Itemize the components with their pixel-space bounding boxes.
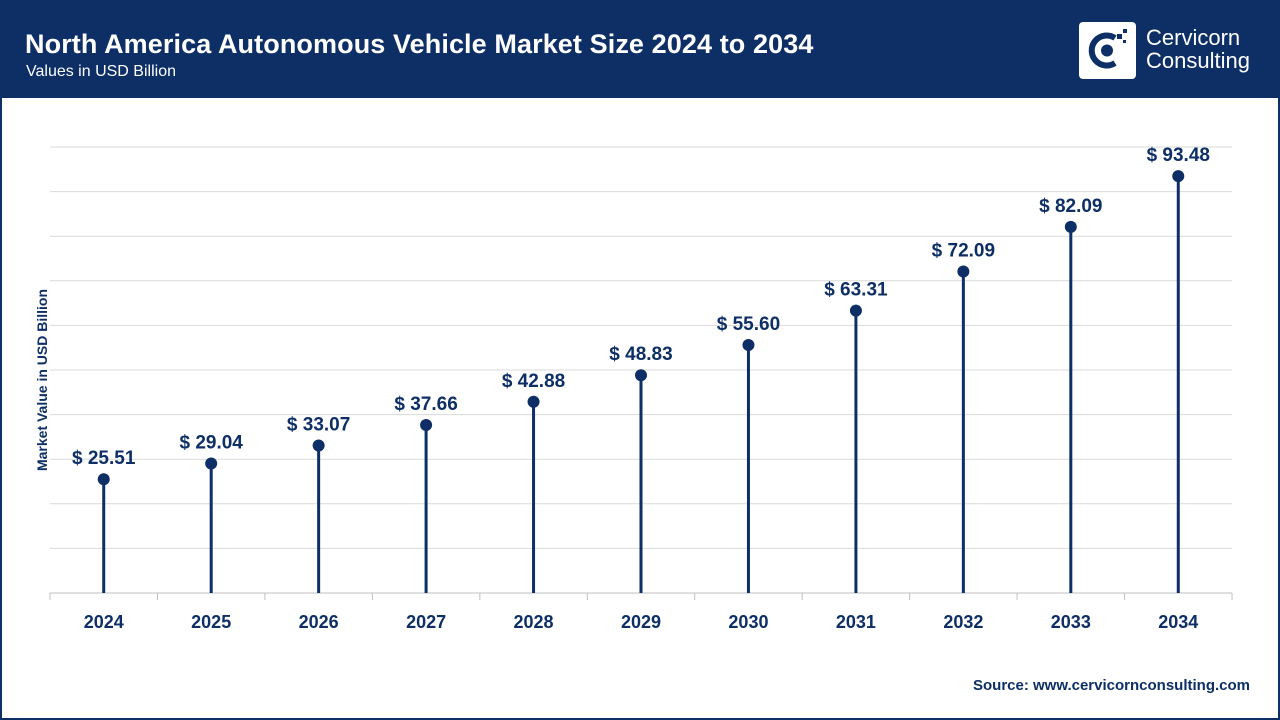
brand-name-line1: Cervicorn: [1146, 25, 1241, 50]
data-label: $ 37.66: [394, 394, 457, 415]
data-label: $ 25.51: [72, 448, 136, 469]
data-label: $ 29.04: [179, 432, 243, 453]
lollipop-point: [635, 369, 647, 382]
data-label: $ 93.48: [1147, 145, 1210, 166]
chart-subtitle: Values in USD Billion: [26, 63, 176, 80]
brand-name-line2: Consulting: [1146, 48, 1250, 73]
x-tick-label: 2027: [406, 612, 446, 632]
x-tick-label: 2034: [1158, 612, 1198, 632]
x-tick-label: 2026: [299, 612, 339, 632]
lollipop-point: [957, 265, 970, 278]
x-tick-label: 2031: [836, 612, 876, 632]
data-label: $ 63.31: [824, 280, 888, 301]
lollipop-point: [312, 439, 325, 452]
chart-title: North America Autonomous Vehicle Market …: [25, 29, 814, 59]
data-label: $ 82.09: [1039, 196, 1102, 217]
lollipop-point: [205, 457, 218, 470]
data-label: $ 48.83: [609, 344, 672, 365]
cervicorn-c-icon: [1079, 22, 1136, 79]
lollipop-point: [420, 419, 433, 432]
data-label: $ 55.60: [717, 314, 780, 335]
lollipop-point: [849, 304, 862, 317]
lollipop-point: [742, 339, 755, 352]
x-tick-label: 2025: [191, 612, 231, 632]
x-tick-label: 2029: [621, 612, 661, 632]
lollipop-point: [1172, 170, 1185, 183]
lollipop-point: [1064, 220, 1077, 233]
lollipop-point: [527, 395, 540, 408]
data-label: $ 42.88: [502, 371, 565, 392]
source-note: Source: www.cervicornconsulting.com: [972, 677, 1250, 694]
x-tick-label: 2033: [1051, 612, 1091, 632]
x-tick-label: 2028: [514, 612, 554, 632]
x-tick-label: 2032: [943, 612, 983, 632]
lollipop-point: [97, 473, 110, 486]
x-tick-label: 2024: [84, 612, 124, 632]
y-axis-title: Market Value in USD Billion: [34, 288, 50, 472]
x-tick-label: 2030: [728, 612, 768, 632]
brand-name: Cervicorn Consulting: [1146, 26, 1250, 72]
header-bar: North America Autonomous Vehicle Market …: [2, 2, 1278, 98]
data-label: $ 72.09: [932, 240, 995, 261]
data-label: $ 33.07: [287, 415, 350, 436]
